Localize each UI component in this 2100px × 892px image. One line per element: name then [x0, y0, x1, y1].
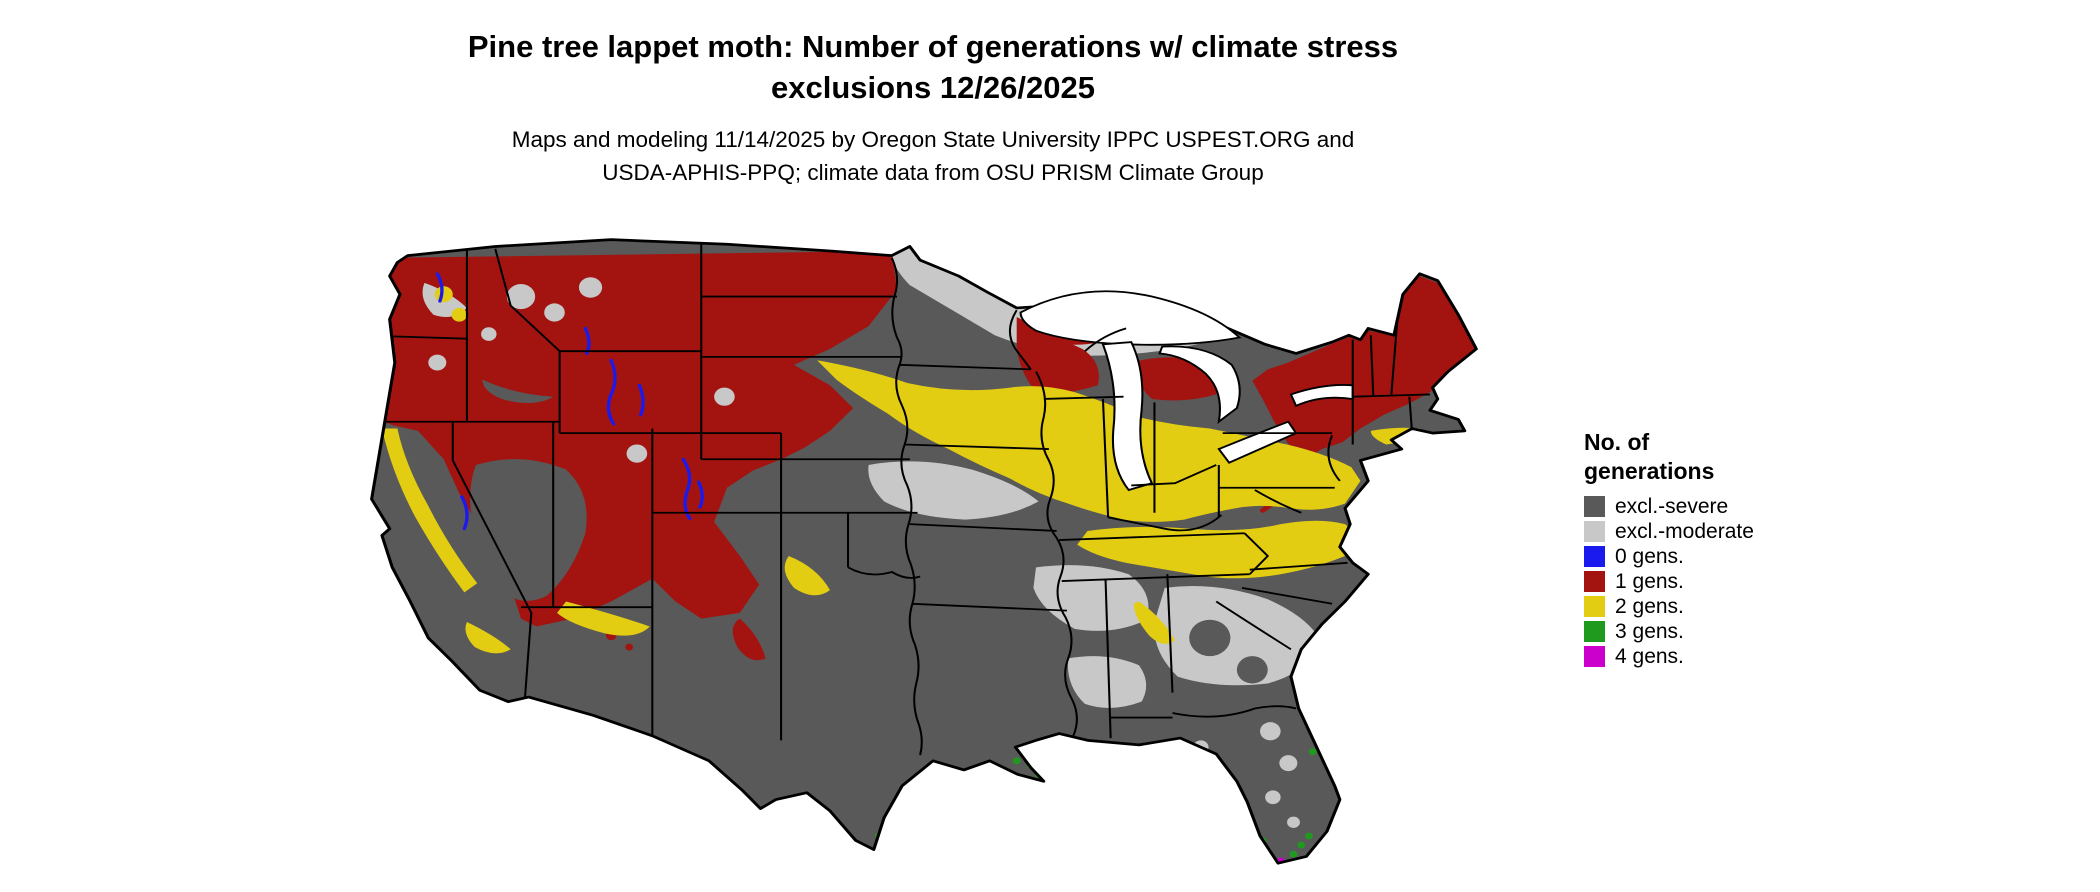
legend-swatch [1584, 596, 1605, 617]
title-line-1: Pine tree lappet moth: Number of generat… [467, 29, 1399, 64]
legend-item: excl.-moderate [1584, 519, 1754, 544]
legend-item-label: 1 gens. [1615, 569, 1684, 593]
map-fill-layers [376, 239, 1477, 864]
page-title: Pine tree lappet moth: Number of generat… [0, 26, 1866, 108]
legend-item: 1 gens. [1584, 569, 1754, 594]
legend: No. of generations excl.-severe excl.-mod… [1584, 428, 1754, 669]
page-subtitle: Maps and modeling 11/14/2025 by Oregon S… [0, 123, 1866, 189]
legend-item: 0 gens. [1584, 544, 1754, 569]
subtitle-line-2: USDA-APHIS-PPQ; climate data from OSU PR… [602, 160, 1264, 185]
legend-title-line-1: No. of [1584, 429, 1650, 455]
legend-item: 4 gens. [1584, 644, 1754, 669]
legend-title-line-2: generations [1584, 458, 1715, 484]
legend-swatch [1584, 546, 1605, 567]
subtitle-line-1: Maps and modeling 11/14/2025 by Oregon S… [511, 127, 1355, 152]
legend-item-label: 0 gens. [1615, 544, 1684, 568]
legend-swatch [1584, 621, 1605, 642]
legend-item: 3 gens. [1584, 619, 1754, 644]
legend-item: excl.-severe [1584, 494, 1754, 519]
legend-swatch [1584, 571, 1605, 592]
great-lakes [1019, 290, 1354, 492]
legend-item-label: excl.-moderate [1615, 519, 1754, 543]
legend-swatch [1584, 646, 1605, 667]
legend-item-label: 3 gens. [1615, 619, 1684, 643]
legend-title: No. of generations [1584, 428, 1754, 486]
legend-item-label: excl.-severe [1615, 494, 1729, 518]
legend-item-label: 2 gens. [1615, 594, 1684, 618]
lake-superior [1019, 290, 1242, 346]
legend-item: 2 gens. [1584, 594, 1754, 619]
us-map-canvas [370, 238, 1478, 865]
legend-swatch [1584, 496, 1605, 517]
legend-item-label: 4 gens. [1615, 644, 1684, 668]
map-header: Pine tree lappet moth: Number of generat… [0, 0, 1866, 189]
legend-swatch [1584, 521, 1605, 542]
title-line-2: exclusions 12/26/2025 [770, 70, 1095, 105]
legend-items: excl.-severe excl.-moderate 0 gens. 1 gens.… [1584, 494, 1754, 669]
us-generations-map [315, 226, 1551, 886]
state-borders [376, 239, 1431, 756]
lake-michigan [1101, 341, 1154, 492]
lake-huron [1158, 345, 1241, 425]
